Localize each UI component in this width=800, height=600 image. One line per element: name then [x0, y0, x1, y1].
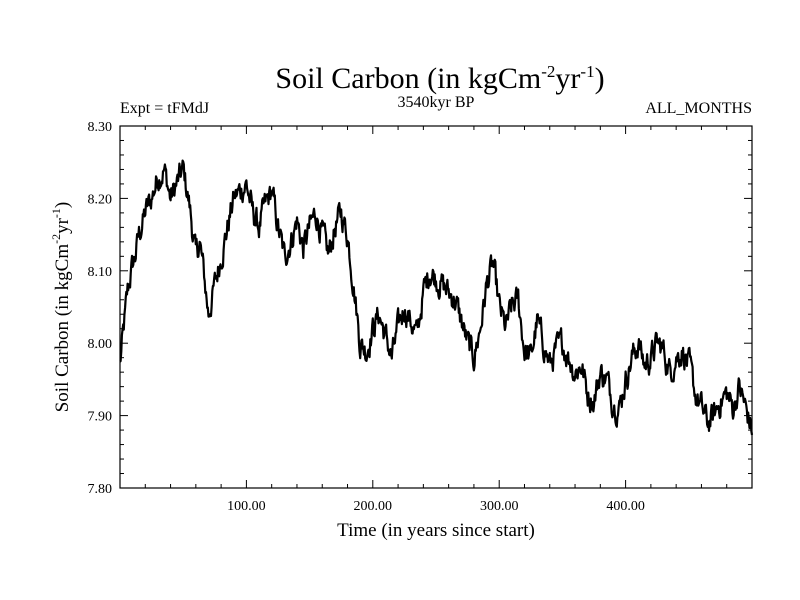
x-tick-label: 100.00: [227, 499, 266, 514]
months-label: ALL_MONTHS: [645, 100, 752, 117]
y-tick-label: 8.20: [88, 192, 113, 207]
y-axis-label: Soil Carbon (in kgCm-2yr-1): [49, 202, 73, 413]
x-axis-label: Time (in years since start): [337, 520, 535, 541]
y-tick-label: 8.30: [88, 120, 113, 135]
x-tick-label: 400.00: [606, 499, 645, 514]
y-tick-label: 7.90: [88, 410, 113, 425]
soil-carbon-line: [119, 159, 754, 436]
x-tick-label: 200.00: [354, 499, 393, 514]
experiment-label: Expt = tFMdJ: [120, 100, 209, 117]
x-axis: 100.00 200.00 300.00 400.00: [144, 126, 728, 514]
y-tick-label: 7.80: [88, 482, 113, 497]
y-tick-label: 8.10: [88, 265, 113, 280]
y-axis: 7.80 7.90 8.00 8.10 8.20 8.30: [88, 120, 752, 497]
plot-frame: [119, 125, 753, 489]
y-tick-label: 8.00: [88, 337, 113, 352]
period-label: 3540kyr BP: [398, 94, 475, 111]
chart-title: Soil Carbon (in kgCm-2yr-1): [275, 62, 604, 95]
x-tick-label: 300.00: [480, 499, 519, 514]
